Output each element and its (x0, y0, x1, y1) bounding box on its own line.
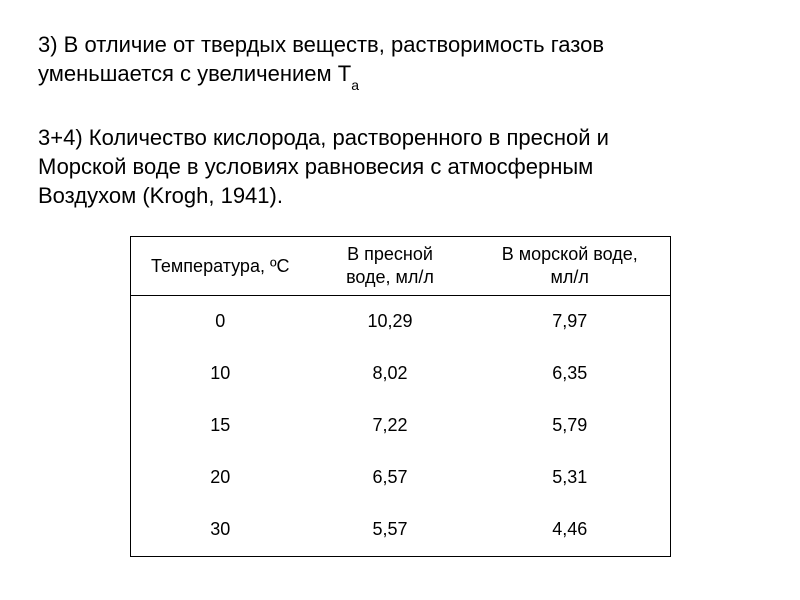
col-header-temperature-l1: Температура, ºС (131, 255, 311, 278)
cell-sea: 5,79 (470, 400, 670, 452)
cell-sea: 7,97 (470, 295, 670, 348)
cell-fresh: 8,02 (310, 348, 470, 400)
p1-line1: 3) В отличие от твердых веществ, раствор… (38, 32, 604, 57)
col-header-fresh-l2: воде, мл/л (310, 266, 470, 289)
cell-temp: 20 (130, 452, 310, 504)
table-row: 15 7,22 5,79 (130, 400, 670, 452)
cell-fresh: 5,57 (310, 504, 470, 557)
col-header-sea-l1: В морской воде, (470, 243, 670, 266)
col-header-temperature: Температура, ºС (130, 236, 310, 295)
cell-sea: 4,46 (470, 504, 670, 557)
table-row: 20 6,57 5,31 (130, 452, 670, 504)
p1-subscript: а (351, 77, 359, 93)
table-row: 30 5,57 4,46 (130, 504, 670, 557)
table-row: 10 8,02 6,35 (130, 348, 670, 400)
cell-sea: 5,31 (470, 452, 670, 504)
cell-temp: 30 (130, 504, 310, 557)
p2-line2: Морской воде в условиях равновесия с атм… (38, 152, 762, 181)
cell-temp: 10 (130, 348, 310, 400)
oxygen-solubility-table: Температура, ºС В пресной воде, мл/л В м… (130, 236, 671, 557)
paragraph-2: 3+4) Количество кислорода, растворенного… (38, 123, 762, 210)
p1-line2-pre: уменьшается с увеличением Т (38, 61, 351, 86)
table-header-row: Температура, ºС В пресной воде, мл/л В м… (130, 236, 670, 295)
col-header-fresh: В пресной воде, мл/л (310, 236, 470, 295)
col-header-sea-l2: мл/л (470, 266, 670, 289)
cell-fresh: 6,57 (310, 452, 470, 504)
table-row: 0 10,29 7,97 (130, 295, 670, 348)
p2-line1: 3+4) Количество кислорода, растворенного… (38, 123, 762, 152)
cell-fresh: 10,29 (310, 295, 470, 348)
cell-sea: 6,35 (470, 348, 670, 400)
cell-temp: 15 (130, 400, 310, 452)
col-header-fresh-l1: В пресной (310, 243, 470, 266)
cell-fresh: 7,22 (310, 400, 470, 452)
paragraph-1: 3) В отличие от твердых веществ, раствор… (38, 30, 762, 91)
p2-line3: Воздухом (Krogh, 1941). (38, 181, 762, 210)
col-header-sea: В морской воде, мл/л (470, 236, 670, 295)
cell-temp: 0 (130, 295, 310, 348)
